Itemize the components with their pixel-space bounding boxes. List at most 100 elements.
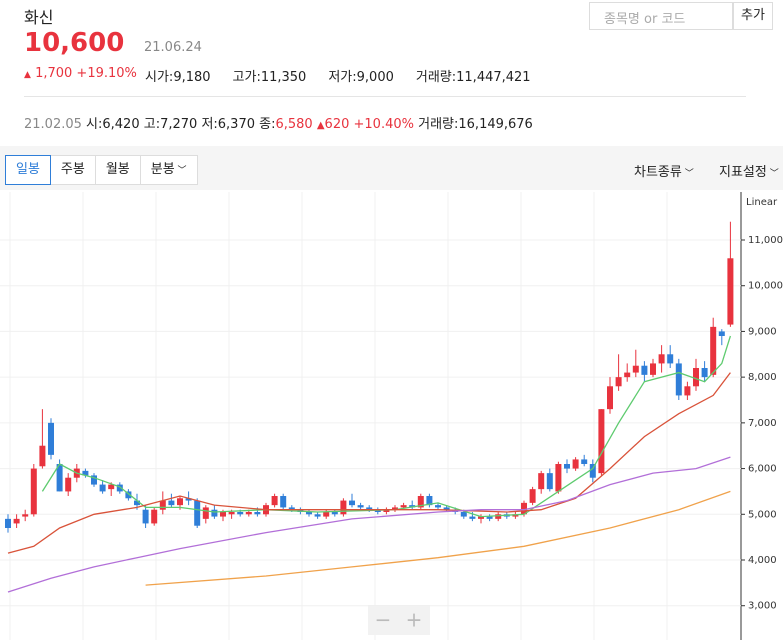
candle-body [271, 496, 278, 506]
sel-label: 저: [201, 117, 218, 132]
candle-body [392, 507, 398, 510]
y-tick-label: 8,000 [748, 372, 777, 383]
candle-body [134, 500, 140, 506]
menu-label: 지표설정 [719, 165, 767, 180]
moving-average [145, 490, 731, 586]
candle-body [538, 473, 545, 490]
menu[interactable]: 차트종류 ﹀ [634, 165, 694, 180]
stat: 고가:11,350 [233, 70, 307, 85]
y-tick-label: 4,000 [748, 555, 777, 566]
selected-row: 21.02.05 시:6,420 고:7,270 저:6,370 종:6,580… [24, 117, 533, 132]
moving-average [41, 335, 732, 518]
zoom-box [368, 605, 430, 635]
candle-body [220, 512, 226, 517]
candle-body [624, 372, 631, 378]
menu[interactable]: 지표설정 ﹀ [719, 165, 779, 180]
sel-value: 7,270 [160, 117, 198, 132]
stock-name: 화신 [24, 8, 54, 27]
candle-body [555, 464, 562, 492]
candle-body [168, 500, 175, 506]
sel-label: 고: [143, 117, 161, 132]
y-tick-label: 6,000 [748, 464, 777, 475]
candle-body [288, 507, 295, 510]
stat-value: 9,000 [356, 70, 394, 85]
change-pct: +19.10% [76, 66, 137, 81]
candle-body [254, 512, 261, 515]
tabs: 일봉 주봉 월봉 분봉 ﹀ [5, 155, 198, 185]
candle-body [280, 496, 287, 508]
change: ▲ 1,700 +19.10% [24, 66, 137, 81]
candle-body [383, 509, 390, 512]
sel-label: 종: [259, 117, 276, 132]
candle-body [125, 491, 132, 499]
candle-body [349, 500, 355, 506]
candle-body [99, 484, 106, 492]
stat-label: 거래량: [415, 70, 457, 85]
candle-body [495, 514, 502, 519]
menu-label: 차트종류 [634, 165, 682, 180]
y-tick-label: 10,000 [748, 281, 783, 292]
candle-body [650, 363, 656, 375]
candle-body [417, 496, 424, 508]
candle-body [202, 507, 209, 519]
candle-body [48, 422, 54, 455]
search-box[interactable]: 종목명 or 코드 [589, 2, 733, 30]
candle-body [400, 505, 407, 508]
candle-body [56, 464, 63, 492]
zoom-in[interactable]: + [406, 608, 423, 632]
candle-body [598, 409, 605, 474]
candle-body [409, 505, 416, 508]
sel-label: 거래량: [418, 117, 459, 132]
candle-body [82, 470, 89, 476]
candle-body [142, 509, 149, 524]
candle-body [658, 354, 665, 364]
candle-body [478, 516, 484, 519]
zoom-out[interactable]: − [375, 608, 392, 632]
date: 21.06.24 [144, 40, 202, 55]
candle-body [314, 514, 321, 517]
candle-body [194, 500, 201, 526]
candle-body [159, 500, 166, 510]
tab[interactable]: 분봉 ﹀ [139, 155, 198, 185]
add-button[interactable]: 추가 [733, 2, 773, 30]
candle-body [211, 509, 218, 517]
candle-body [693, 368, 699, 387]
candle-body [108, 484, 115, 490]
sel-change-pct: +10.40% [353, 117, 414, 132]
stats: 시가:9,180 고가:11,350 저가:9,000 거래량:11,447,421 [145, 66, 553, 85]
candle-body [718, 331, 725, 336]
candle-body [607, 386, 613, 410]
candle-body [185, 498, 192, 501]
candle-body [615, 377, 622, 387]
candle-body [177, 498, 183, 506]
stat: 시가:9,180 [145, 70, 211, 85]
candle-body [675, 363, 682, 396]
candle-body [237, 512, 244, 515]
y-tick-label: 3,000 [748, 601, 777, 612]
candle-body [426, 496, 433, 506]
candle-body [245, 512, 252, 515]
y-tick-label: 7,000 [748, 418, 777, 429]
stat: 저가:9,000 [328, 70, 394, 85]
candle-body [357, 505, 364, 508]
candle-body [228, 512, 235, 515]
change-value: 1,700 [35, 66, 73, 81]
candle-body [443, 507, 450, 510]
candle-body [727, 258, 734, 325]
candle-body [331, 512, 338, 515]
candle-body [323, 512, 330, 517]
stat-label: 고가: [232, 70, 261, 85]
stat-value: 9,180 [173, 70, 211, 85]
candle-body [366, 507, 373, 510]
candle-body [13, 518, 20, 524]
moving-average [7, 372, 731, 554]
stat: 거래량:11,447,421 [416, 70, 531, 85]
candle-body [116, 484, 123, 492]
candle-body [151, 509, 158, 524]
sel-value: 6,420 [102, 117, 140, 132]
sel-value: 6,580 [275, 117, 313, 132]
tab[interactable]: 일봉 [5, 155, 51, 185]
candle-body [5, 518, 11, 528]
candle-body [572, 459, 579, 469]
